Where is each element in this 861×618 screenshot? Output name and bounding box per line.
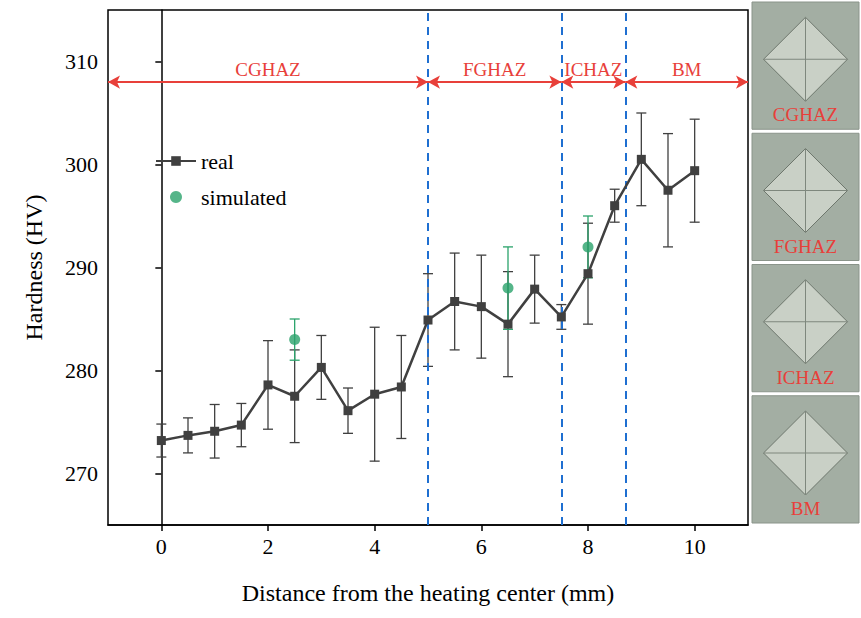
svg-text:ICHAZ: ICHAZ — [564, 59, 622, 80]
svg-text:300: 300 — [65, 152, 98, 177]
svg-text:FGHAZ: FGHAZ — [463, 59, 526, 80]
svg-text:310: 310 — [65, 49, 98, 74]
svg-text:ICHAZ: ICHAZ — [776, 367, 834, 388]
svg-text:2: 2 — [263, 534, 274, 559]
svg-text:BM: BM — [791, 498, 821, 519]
svg-text:10: 10 — [684, 534, 706, 559]
svg-text:simulated: simulated — [201, 185, 287, 210]
svg-text:Distance from the heating cent: Distance from the heating center (mm) — [242, 580, 615, 606]
svg-text:290: 290 — [65, 255, 98, 280]
svg-text:CGHAZ: CGHAZ — [773, 104, 838, 125]
svg-text:CGHAZ: CGHAZ — [235, 59, 300, 80]
svg-text:270: 270 — [65, 461, 98, 486]
svg-text:280: 280 — [65, 358, 98, 383]
svg-text:8: 8 — [583, 534, 594, 559]
svg-text:FGHAZ: FGHAZ — [774, 236, 837, 257]
svg-text:4: 4 — [369, 534, 380, 559]
svg-text:0: 0 — [156, 534, 167, 559]
svg-text:real: real — [201, 149, 234, 174]
svg-text:Hardness (HV): Hardness (HV) — [21, 195, 47, 341]
svg-text:BM: BM — [672, 59, 702, 80]
svg-text:6: 6 — [476, 534, 487, 559]
